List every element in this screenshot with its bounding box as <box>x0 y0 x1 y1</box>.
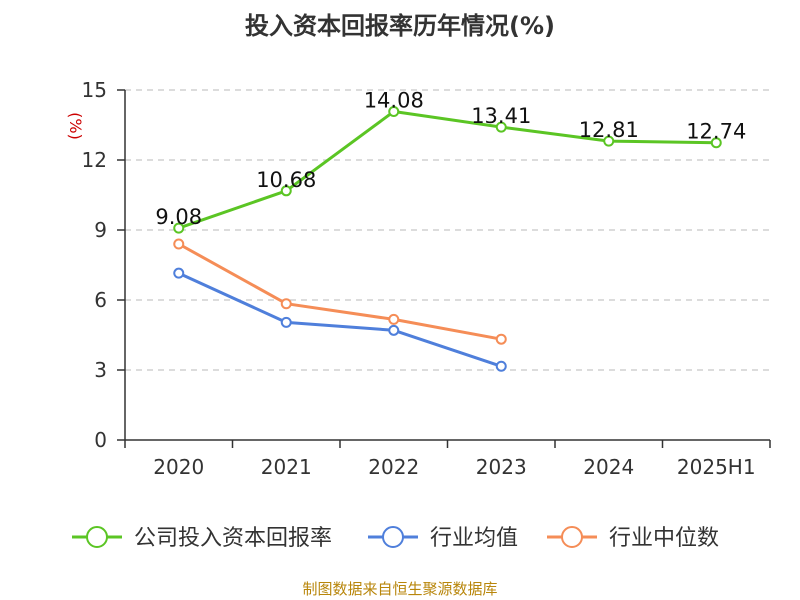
data-point <box>280 185 292 197</box>
series-group: 9.08 10.68 14.08 13.41 12.81 12.74 <box>155 88 746 372</box>
data-label: 10.68 <box>256 168 316 192</box>
data-label: 13.41 <box>471 104 531 128</box>
legend-marker <box>86 526 108 548</box>
source-note: 制图数据来自恒生聚源数据库 <box>302 580 497 598</box>
data-point <box>710 137 722 149</box>
data-point <box>280 316 292 328</box>
y-tick-label: 9 <box>94 218 107 242</box>
x-tick-label: 2025H1 <box>677 455 756 479</box>
legend-label[interactable]: 行业中位数 <box>609 526 719 551</box>
data-point <box>280 298 292 310</box>
legend-marker <box>561 526 583 548</box>
grid-lines <box>125 89 770 371</box>
x-tick-label: 2023 <box>476 455 527 479</box>
data-point <box>173 222 185 234</box>
data-point <box>388 324 400 336</box>
y-tick-label: 3 <box>94 358 107 382</box>
y-tick-label: 15 <box>82 78 107 102</box>
y-tick-label: 12 <box>82 148 107 172</box>
x-tick-label: 2020 <box>153 455 204 479</box>
data-label: 14.08 <box>364 88 424 112</box>
series-line <box>178 242 502 341</box>
chart-title: 投入资本回报率历年情况(%) <box>245 12 555 40</box>
data-point <box>173 238 185 250</box>
data-point <box>388 105 400 117</box>
series-line <box>178 271 502 368</box>
data-point <box>603 135 615 147</box>
data-label: 12.74 <box>686 120 746 144</box>
data-point <box>495 360 507 372</box>
y-tick-label: 6 <box>94 288 107 312</box>
legend-label[interactable]: 行业均值 <box>430 526 518 551</box>
data-point <box>495 121 507 133</box>
x-tick-label: 2022 <box>368 455 419 479</box>
axes: 0 3 6 9 12 15 2020 2021 2022 2023 2024 2025H1 <box>82 78 771 479</box>
data-point <box>388 313 400 325</box>
x-tick-label: 2024 <box>583 455 634 479</box>
data-point <box>495 333 507 345</box>
legend-marker <box>382 526 404 548</box>
series-line <box>178 110 717 230</box>
y-axis-label: (%) <box>66 112 85 140</box>
data-label: 9.08 <box>155 205 202 229</box>
legend[interactable]: 公司投入资本回报率 行业均值 行业中位数 <box>72 526 719 551</box>
data-point <box>173 267 185 279</box>
y-tick-label: 0 <box>94 428 107 452</box>
legend-label[interactable]: 公司投入资本回报率 <box>134 526 332 551</box>
x-tick-label: 2021 <box>261 455 312 479</box>
data-label: 12.81 <box>579 118 639 142</box>
